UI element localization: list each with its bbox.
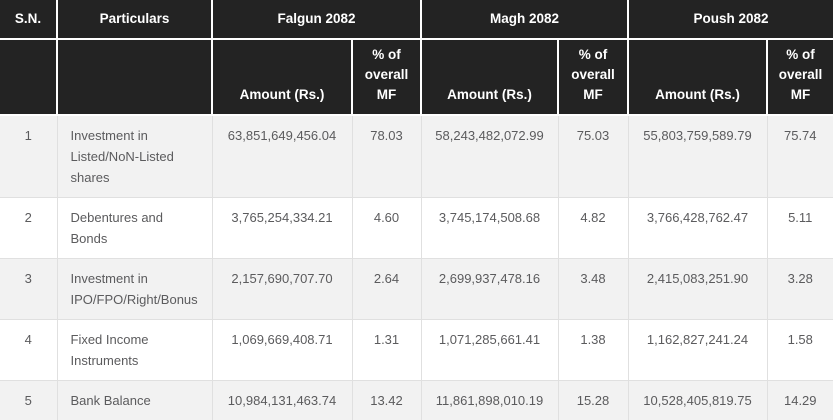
- falgun-amount-cell: 3,765,254,334.21: [211, 197, 353, 259]
- header-falgun-percent: % of overall MF: [351, 38, 422, 116]
- poush-amount-cell: 2,415,083,251.90: [627, 258, 768, 320]
- header-falgun-amount: Amount (Rs.): [211, 38, 353, 116]
- particulars-cell: Bank Balance: [56, 380, 213, 420]
- particulars-cell: Investment in Listed/NoN-Listed shares: [56, 114, 213, 198]
- header-magh-percent: % of overall MF: [557, 38, 629, 116]
- magh-amount-cell: 1,071,285,661.41: [420, 319, 559, 381]
- falgun-percent-cell: 2.64: [351, 258, 422, 320]
- header-poush-amount: Amount (Rs.): [627, 38, 768, 116]
- header-group-row: S.N. Particulars Falgun 2082 Magh 2082 P…: [0, 0, 833, 40]
- table-row: 3 Investment in IPO/FPO/Right/Bonus 2,15…: [0, 258, 833, 320]
- sn-cell: 2: [0, 197, 58, 259]
- magh-amount-cell: 2,699,937,478.16: [420, 258, 559, 320]
- header-period-magh-2082: Magh 2082: [420, 0, 629, 40]
- particulars-cell: Investment in IPO/FPO/Right/Bonus: [56, 258, 213, 320]
- poush-percent-cell: 14.29: [766, 380, 833, 420]
- poush-amount-cell: 3,766,428,762.47: [627, 197, 768, 259]
- falgun-amount-cell: 2,157,690,707.70: [211, 258, 353, 320]
- sn-cell: 5: [0, 380, 58, 420]
- header-particulars-spacer: [56, 38, 213, 116]
- magh-percent-cell: 75.03: [557, 114, 629, 198]
- magh-amount-cell: 58,243,482,072.99: [420, 114, 559, 198]
- particulars-cell: Fixed Income Instruments: [56, 319, 213, 381]
- magh-percent-cell: 1.38: [557, 319, 629, 381]
- table-row: 2 Debentures and Bonds 3,765,254,334.21 …: [0, 197, 833, 259]
- header-period-falgun-2082: Falgun 2082: [211, 0, 422, 40]
- falgun-percent-cell: 13.42: [351, 380, 422, 420]
- magh-amount-cell: 3,745,174,508.68: [420, 197, 559, 259]
- magh-percent-cell: 3.48: [557, 258, 629, 320]
- poush-percent-cell: 3.28: [766, 258, 833, 320]
- poush-percent-cell: 1.58: [766, 319, 833, 381]
- poush-percent-cell: 5.11: [766, 197, 833, 259]
- falgun-percent-cell: 1.31: [351, 319, 422, 381]
- sn-cell: 1: [0, 114, 58, 198]
- falgun-amount-cell: 10,984,131,463.74: [211, 380, 353, 420]
- magh-percent-cell: 4.82: [557, 197, 629, 259]
- header-sn: S.N.: [0, 0, 58, 40]
- magh-percent-cell: 15.28: [557, 380, 629, 420]
- table-body: 1 Investment in Listed/NoN-Listed shares…: [0, 114, 833, 420]
- sn-cell: 3: [0, 258, 58, 320]
- falgun-amount-cell: 63,851,649,456.04: [211, 114, 353, 198]
- header-magh-amount: Amount (Rs.): [420, 38, 559, 116]
- falgun-percent-cell: 78.03: [351, 114, 422, 198]
- sn-cell: 4: [0, 319, 58, 381]
- table-row: 5 Bank Balance 10,984,131,463.74 13.42 1…: [0, 380, 833, 420]
- falgun-percent-cell: 4.60: [351, 197, 422, 259]
- poush-amount-cell: 10,528,405,819.75: [627, 380, 768, 420]
- header-sub-row: Amount (Rs.) % of overall MF Amount (Rs.…: [0, 38, 833, 116]
- table-row: 1 Investment in Listed/NoN-Listed shares…: [0, 114, 833, 198]
- poush-amount-cell: 1,162,827,241.24: [627, 319, 768, 381]
- header-period-poush-2082: Poush 2082: [626, 0, 833, 40]
- header-sn-spacer: [0, 38, 58, 116]
- poush-percent-cell: 75.74: [766, 114, 833, 198]
- falgun-amount-cell: 1,069,669,408.71: [211, 319, 353, 381]
- particulars-cell: Debentures and Bonds: [56, 197, 213, 259]
- header-poush-percent: % of overall MF: [765, 38, 833, 116]
- poush-amount-cell: 55,803,759,589.79: [627, 114, 768, 198]
- magh-amount-cell: 11,861,898,010.19: [420, 380, 559, 420]
- table-header: S.N. Particulars Falgun 2082 Magh 2082 P…: [0, 0, 833, 116]
- header-particulars: Particulars: [56, 0, 213, 40]
- table-row: 4 Fixed Income Instruments 1,069,669,408…: [0, 319, 833, 381]
